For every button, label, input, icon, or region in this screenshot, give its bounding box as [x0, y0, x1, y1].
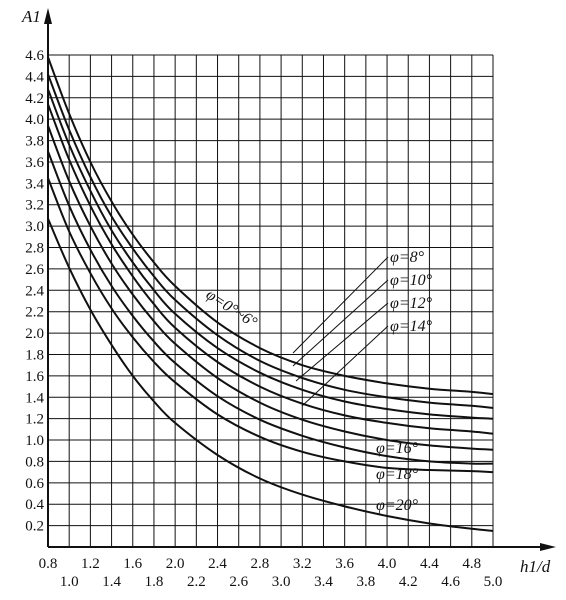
series-line-7 [47, 218, 494, 532]
y-tick-label: 1.8 [25, 347, 44, 363]
y-tick-label: 2.6 [25, 262, 44, 278]
x-tick-label: 5.0 [484, 574, 503, 590]
x-tick-label: 4.0 [378, 556, 397, 572]
label-leader-line [301, 325, 389, 407]
x-tick-label: 4.8 [462, 556, 481, 572]
x-tick-label: 2.4 [208, 556, 227, 572]
y-tick-label: 0.8 [25, 454, 44, 470]
x-tick-label: 4.4 [420, 556, 439, 572]
y-tick-label: 3.2 [25, 198, 44, 214]
series-label-7: φ=20° [376, 497, 419, 514]
y-tick-labels: 0.2 0.4 0.6 0.8 1.0 1.2 1.4 1.6 1.8 2.0 2.2 2.4 2.6 2… [25, 48, 44, 535]
x-tick-label: 3.2 [293, 556, 312, 572]
y-tick-label: 2.4 [25, 283, 44, 299]
series-label-0: φ=0°~6° [203, 286, 261, 332]
y-tick-label: 0.6 [25, 476, 44, 492]
series-label-4: φ=14° [390, 318, 433, 335]
x-tick-label: 1.0 [60, 574, 79, 590]
y-tick-label: 3.6 [25, 155, 44, 171]
x-axis-arrow [540, 543, 556, 551]
y-tick-label: 1.4 [25, 390, 44, 406]
x-tick-label: 0.8 [39, 556, 58, 572]
axes [44, 8, 556, 551]
series-line-6 [47, 177, 494, 474]
y-tick-label: 4.2 [25, 91, 44, 107]
y-tick-label: 3.0 [25, 219, 44, 235]
y-tick-label: 4.0 [25, 112, 44, 128]
x-tick-label: 1.6 [123, 556, 142, 572]
series-label-3: φ=12° [390, 295, 433, 312]
x-tick-labels: 0.8 1.2 1.6 2.0 2.4 2.8 3.2 3.6 4.0 4.4 4.8 1.0 1.4 1… [39, 556, 503, 590]
x-tick-label: 3.0 [272, 574, 291, 590]
y-tick-label: 4.6 [25, 48, 44, 64]
y-tick-label: 1.6 [25, 369, 44, 385]
y-tick-label: 1.2 [25, 412, 44, 428]
series-line-5 [47, 150, 494, 465]
y-tick-label: 2.8 [25, 241, 44, 257]
x-tick-label: 3.4 [314, 574, 333, 590]
label-leaders [292, 256, 389, 407]
x-tick-label: 2.2 [187, 574, 206, 590]
series-line-4 [47, 125, 494, 451]
y-tick-label: 3.4 [25, 176, 44, 192]
series-line-0 [47, 56, 494, 396]
label-leader-line [292, 279, 389, 367]
series-label-6: φ=18° [376, 466, 419, 483]
series-label-1: φ=8° [390, 249, 425, 266]
y-tick-label: 1.0 [25, 433, 44, 449]
x-tick-label: 1.4 [102, 574, 121, 590]
series-label-5: φ=16° [376, 440, 419, 457]
label-leader-line [292, 256, 389, 354]
y-tick-label: 2.2 [25, 305, 44, 321]
x-tick-label: 1.8 [145, 574, 164, 590]
label-leader-line [295, 302, 389, 382]
x-tick-label: 2.0 [166, 556, 185, 572]
x-tick-label: 3.6 [335, 556, 354, 572]
y-axis-title: A1 [21, 7, 41, 26]
y-tick-label: 2.0 [25, 326, 44, 342]
series-label-2: φ=10° [390, 272, 433, 289]
y-tick-label: 3.8 [25, 134, 44, 150]
y-tick-label: 0.2 [25, 519, 44, 535]
curves [47, 56, 494, 532]
x-tick-label: 2.6 [229, 574, 248, 590]
x-tick-label: 4.6 [441, 574, 460, 590]
y-axis-arrow [44, 8, 52, 24]
x-tick-label: 2.8 [251, 556, 270, 572]
curve-labels: φ=0°~6° φ=8° φ=10° φ=12° φ=14° φ=16° φ=18° φ=20… [203, 249, 433, 514]
x-tick-label: 4.2 [399, 574, 418, 590]
x-tick-label: 1.2 [81, 556, 100, 572]
y-tick-label: 4.4 [25, 69, 44, 85]
series-line-1 [47, 73, 494, 409]
y-tick-label: 0.4 [25, 497, 44, 513]
x-tick-label: 3.8 [356, 574, 375, 590]
x-axis-title: h1/d [520, 557, 551, 576]
series-line-2 [47, 88, 494, 420]
series-line-3 [47, 103, 494, 435]
